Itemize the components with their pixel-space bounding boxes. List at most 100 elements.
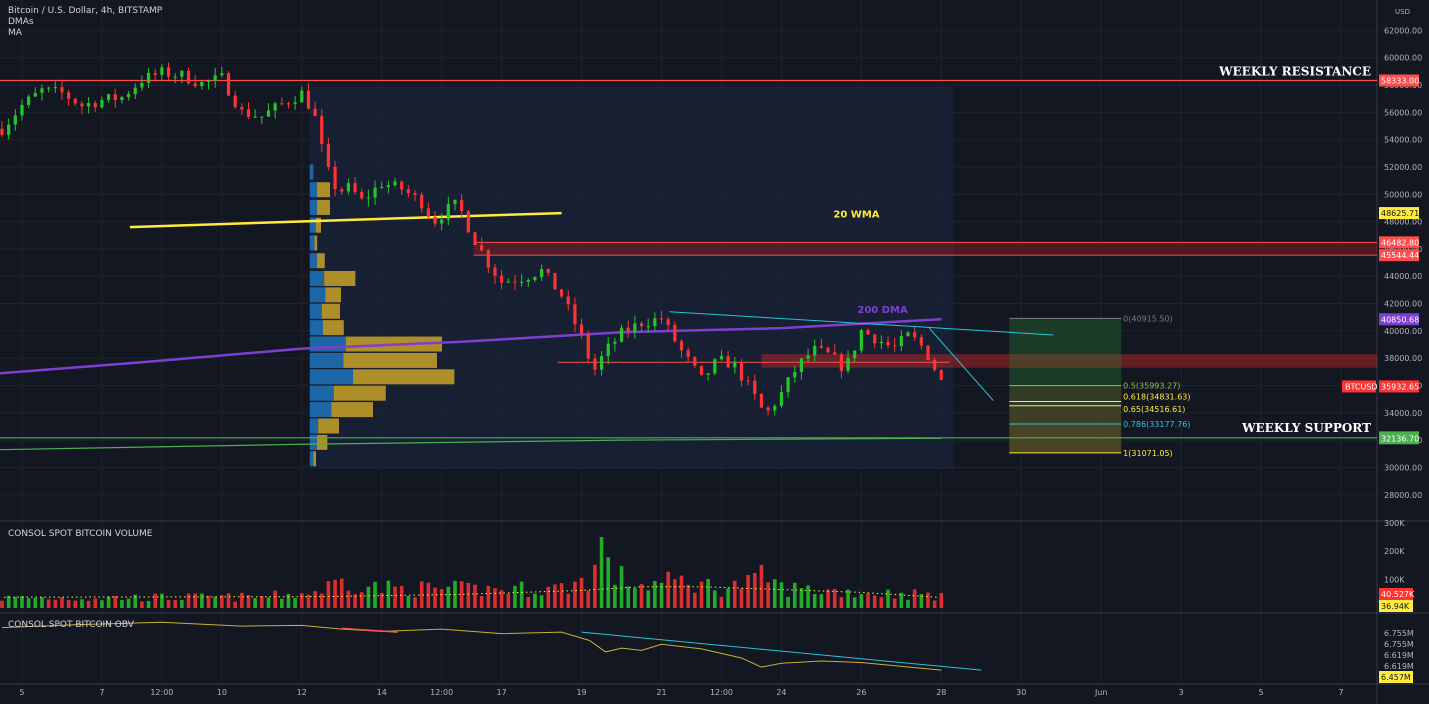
volume-bar [626, 586, 631, 608]
candle-body [260, 116, 264, 118]
volume-bar [233, 601, 237, 608]
volume-bar [213, 596, 217, 608]
volume-bar [433, 587, 437, 608]
candle-body [473, 232, 477, 246]
candle-body [859, 330, 863, 351]
candle-body [619, 327, 624, 342]
candle-body [226, 73, 231, 96]
volume-bar [566, 593, 571, 608]
candle-body [213, 75, 217, 81]
candle-body [486, 250, 490, 268]
volume-bar [373, 581, 377, 608]
indicator-ma: MA [8, 28, 22, 38]
volume-bar [6, 595, 11, 608]
candle-body [593, 358, 597, 370]
volume-bar [93, 598, 98, 608]
volume-profile-down-bar [321, 303, 340, 319]
candle-body [240, 107, 244, 110]
volume-bar [732, 580, 737, 608]
candle-body [739, 361, 744, 381]
candle-body [273, 103, 277, 111]
candle-body [460, 199, 464, 212]
candle-body [719, 356, 724, 360]
time-axis-tick: 12:00 [150, 688, 173, 697]
candle-body [779, 392, 784, 406]
volume-bar [379, 592, 384, 608]
volume-profile-down-bar [331, 402, 373, 418]
time-axis-tick: 7 [99, 688, 104, 697]
candle-body [313, 108, 317, 117]
volume-profile-down-bar [343, 352, 437, 368]
price-axis-tick: 62000.00 [1384, 26, 1422, 35]
volume-profile-down-bar [316, 434, 328, 450]
volume-bar [719, 596, 724, 608]
candle-body [506, 281, 510, 283]
price-axis-tick: 34000.00 [1384, 409, 1422, 418]
volume-bar [459, 581, 464, 608]
volume-bar [579, 577, 584, 608]
candle-body [879, 341, 883, 344]
volume-bar [546, 586, 551, 608]
candle-body [93, 102, 97, 108]
candle-body [413, 193, 417, 195]
volume-bar [266, 597, 271, 608]
volume-bar [513, 585, 517, 608]
volume-profile-up-bar [309, 235, 315, 251]
volume-bar [220, 595, 224, 608]
volume-bar [906, 599, 910, 608]
obv-red-trend [341, 627, 398, 633]
volume-bar [140, 601, 144, 608]
candle-body [500, 275, 504, 283]
price-axis-tick: 52000.00 [1384, 163, 1422, 172]
candle-body [220, 73, 224, 76]
candle-body [206, 80, 211, 83]
candle-body [799, 358, 804, 373]
volume-bar [826, 589, 830, 608]
volume-bar [439, 589, 444, 608]
volume-bar [659, 582, 664, 608]
volume-bar [60, 597, 64, 608]
candle-body [526, 279, 530, 282]
volume-bar [0, 600, 4, 608]
volume-bar [399, 585, 404, 608]
candle-body [246, 109, 251, 117]
candle-body [733, 361, 737, 368]
volume-profile-up-bar [309, 182, 317, 198]
volume-bar [759, 564, 764, 608]
candle-body [380, 187, 384, 189]
volume-bar [200, 593, 204, 608]
volume-profile-down-bar [315, 217, 321, 233]
candle-body [67, 92, 71, 99]
candle-body [546, 268, 550, 273]
fib-level-label: 0.786(33177.76) [1123, 420, 1190, 429]
volume-bar [852, 597, 857, 608]
volume-bar [100, 600, 104, 608]
price-label: 35932.65 [1381, 382, 1419, 391]
candle-body [300, 90, 304, 103]
volume-bar [106, 596, 111, 608]
volume-bar [786, 596, 790, 608]
price-axis-tick: 38000.00 [1384, 354, 1422, 363]
volume-bar [279, 598, 284, 608]
candle-body [466, 211, 470, 233]
candle-body [926, 345, 930, 360]
volume-bar [772, 579, 777, 608]
candle-body [793, 372, 797, 378]
candle-body [180, 70, 184, 77]
volume-bar [699, 581, 704, 608]
volume-bar [919, 594, 924, 608]
volume-bar [80, 599, 84, 608]
price-label: 48625.71 [1381, 209, 1419, 218]
time-axis-tick: 12:00 [430, 688, 453, 697]
dma-200-line [0, 318, 942, 375]
obv-pane-title: CONSOL SPOT BITCOIN OBV [8, 620, 134, 630]
candle-body [446, 204, 450, 220]
wma-20-label: 20 WMA [833, 210, 879, 221]
time-axis-tick: 10 [217, 688, 227, 697]
candle-body [346, 183, 351, 192]
candle-body [686, 350, 690, 357]
candle-body [233, 95, 237, 108]
currency-label: USD [1395, 8, 1410, 16]
candle-body [173, 76, 177, 78]
